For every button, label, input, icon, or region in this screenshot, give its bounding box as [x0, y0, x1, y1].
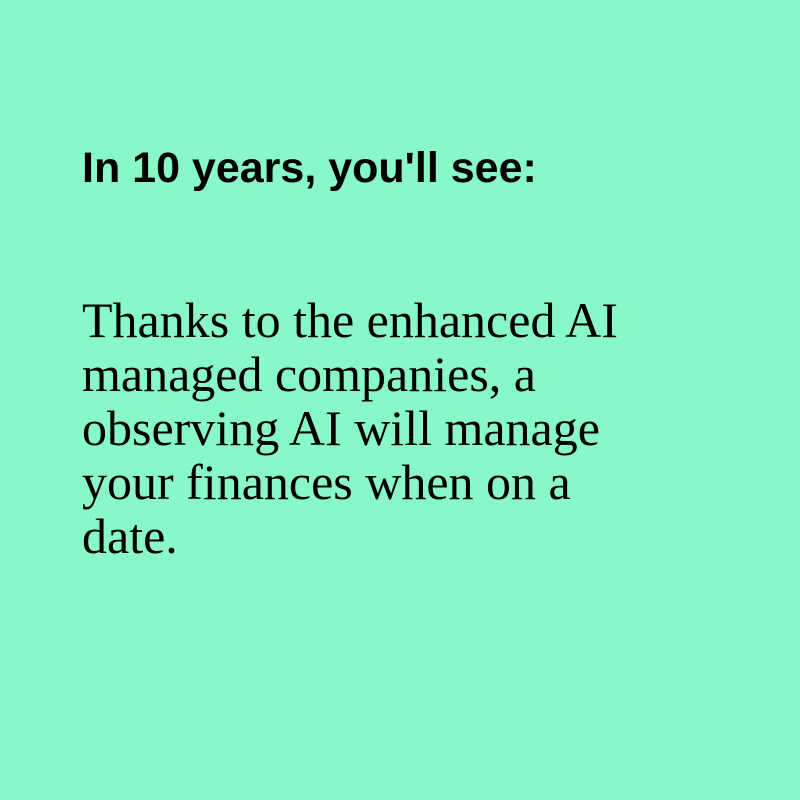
body-line: date.: [82, 508, 178, 564]
body-line: managed companies, a: [82, 346, 536, 402]
body-line: Thanks to the enhanced AI: [82, 292, 618, 348]
body-line: your finances when on a: [82, 454, 571, 510]
body-line: observing AI will manage: [82, 400, 600, 456]
heading: In 10 years, you'll see:: [82, 144, 537, 192]
body-text: Thanks to the enhanced AI managed compan…: [82, 293, 722, 563]
